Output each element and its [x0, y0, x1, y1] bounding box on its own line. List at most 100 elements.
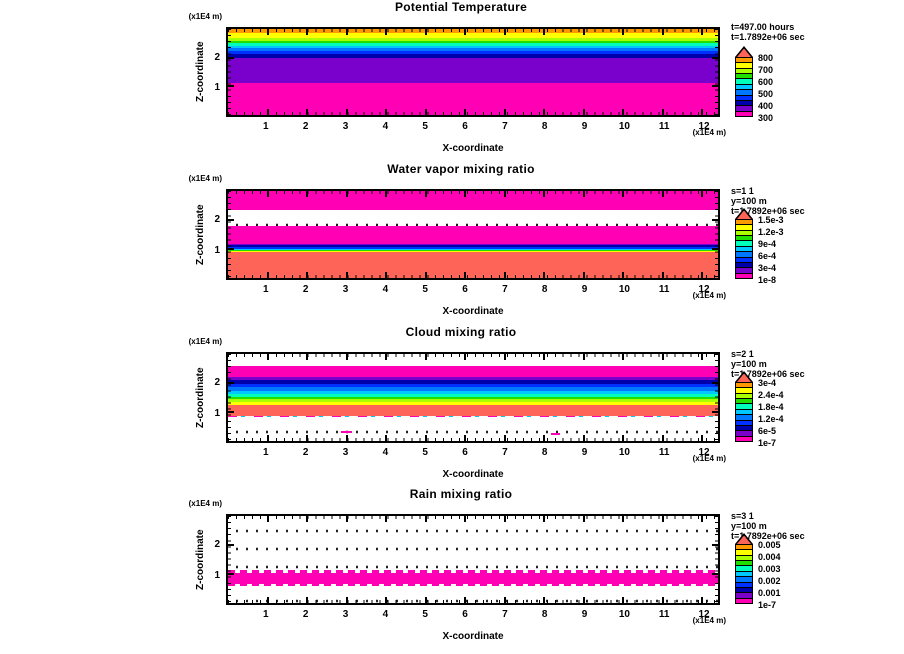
- x-tick-label: 2: [302, 609, 309, 620]
- colorbar-segment: [736, 106, 752, 112]
- z-axis-unit-label: (x1E4 m): [188, 499, 222, 508]
- z-major-tick: [712, 382, 718, 385]
- x-major-tick: [306, 109, 309, 115]
- x-major-tick: [701, 516, 704, 522]
- x-tick-label: 8: [541, 121, 548, 132]
- colorbar-segment: [736, 220, 752, 226]
- colorbar-over-triangle-fill: [737, 48, 751, 57]
- x-major-tick: [345, 191, 348, 197]
- contour-band: [228, 396, 718, 400]
- x-tick-label: 7: [502, 121, 508, 132]
- x-major-tick: [661, 435, 664, 441]
- z-tick-label: 1: [214, 82, 220, 93]
- colorbar: [735, 382, 753, 442]
- x-major-tick: [266, 272, 269, 278]
- z-axis-unit-label: (x1E4 m): [188, 337, 222, 346]
- x-major-tick: [385, 354, 388, 360]
- colorbar-segment: [736, 273, 752, 278]
- contour-band: [228, 249, 718, 251]
- x-major-tick: [424, 191, 427, 197]
- x-major-tick: [464, 272, 467, 278]
- x-tick-label: 1: [263, 121, 269, 132]
- colorbar-over-triangle: [735, 533, 753, 544]
- x-tick-label: 7: [502, 284, 508, 295]
- colorbar-segment: [736, 230, 752, 237]
- x-major-tick: [266, 435, 269, 441]
- x-major-tick: [503, 354, 506, 360]
- z-tick-label: 2: [214, 52, 220, 63]
- x-major-tick: [306, 272, 309, 278]
- colorbar-label: 0.001: [758, 588, 781, 598]
- plot-area: [226, 352, 720, 443]
- contour-band: [228, 48, 718, 51]
- x-major-tick: [385, 191, 388, 197]
- x-major-tick: [424, 597, 427, 603]
- x-tick-label: 3: [342, 447, 349, 458]
- z-major-tick: [228, 219, 234, 222]
- contour-band: [228, 383, 718, 388]
- contour-band: [228, 415, 718, 418]
- x-major-tick: [464, 435, 467, 441]
- x-major-tick: [424, 272, 427, 278]
- x-major-tick: [385, 109, 388, 115]
- x-major-tick: [345, 272, 348, 278]
- z-tick-label: 1: [214, 407, 220, 419]
- x-major-tick: [424, 354, 427, 360]
- x-major-tick: [622, 435, 625, 441]
- x-tick-label: 11: [658, 609, 670, 620]
- x-tick-label: 12: [698, 447, 710, 458]
- x-major-tick: [503, 109, 506, 115]
- colorbar-label: 600: [758, 77, 774, 87]
- x-major-tick: [424, 109, 427, 115]
- colorbar-segment: [736, 225, 752, 231]
- x-major-tick: [345, 435, 348, 441]
- colorbar-label: 1e-7: [758, 438, 777, 448]
- colorbar-label: 6e-4: [758, 251, 777, 261]
- x-tick-label: 8: [541, 284, 548, 295]
- colorbar-segment: [736, 268, 752, 274]
- x-axis-unit-label: (x1E4 m): [692, 291, 726, 300]
- x-major-tick: [543, 597, 546, 603]
- contour-band: [228, 376, 718, 380]
- x-major-tick: [582, 435, 585, 441]
- x-major-tick: [345, 597, 348, 603]
- x-major-tick: [622, 191, 625, 197]
- contour-fragment: [340, 430, 352, 433]
- colorbar-label: 3e-4: [758, 263, 777, 273]
- x-major-tick: [424, 29, 427, 35]
- plot-area: [226, 514, 720, 605]
- z-tick-label: 2: [214, 214, 220, 226]
- x-tick-label: 2: [302, 121, 309, 132]
- colorbar-segment: [736, 582, 752, 588]
- x-tick-label: 11: [658, 121, 670, 132]
- contour-band: [228, 401, 718, 405]
- colorbar-over-triangle-fill: [737, 210, 751, 219]
- colorbar-segment: [736, 425, 752, 432]
- contour-band: [228, 390, 718, 394]
- x-major-tick: [582, 109, 585, 115]
- colorbar-label: 3e-4: [758, 378, 777, 388]
- colorbar-label: 1e-7: [758, 600, 777, 610]
- colorbar-segment: [736, 404, 752, 410]
- contour-band: [228, 404, 718, 416]
- colorbar-label: 2.4e-4: [758, 390, 784, 400]
- contour-band: [228, 247, 718, 249]
- x-major-tick: [661, 29, 664, 35]
- contour-band: [228, 399, 718, 402]
- panel-title: Rain mixing ratio: [409, 487, 513, 501]
- x-tick-label: 5: [422, 121, 428, 132]
- x-major-tick: [622, 272, 625, 278]
- z-minor-ticks-right: [715, 191, 718, 278]
- x-minor-ticks-bottom: [228, 275, 718, 278]
- colorbar-segment: [736, 74, 752, 80]
- plot-area: [226, 27, 720, 117]
- x-major-tick: [543, 272, 546, 278]
- contour-band: [228, 379, 718, 384]
- contour-band: [228, 245, 718, 248]
- x-tick-label: 9: [581, 609, 588, 620]
- x-major-tick: [661, 109, 664, 115]
- colorbar-label: 0.002: [758, 576, 781, 586]
- x-axis-unit-label: (x1E4 m): [692, 616, 726, 625]
- colorbar-label: 0.005: [758, 540, 781, 550]
- x-major-tick: [543, 191, 546, 197]
